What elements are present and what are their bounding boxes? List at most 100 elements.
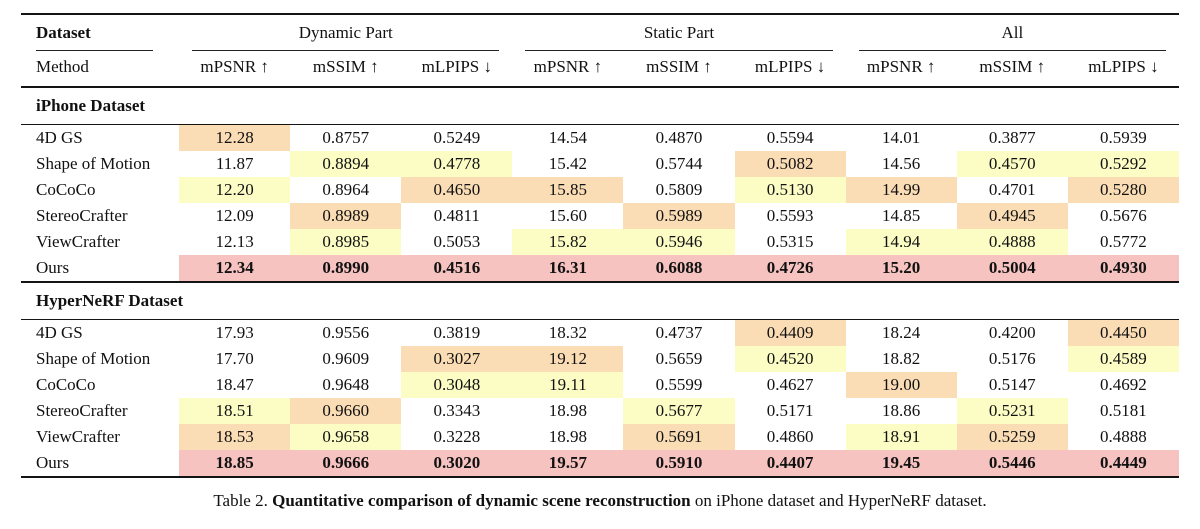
metric-value: 0.8989: [290, 203, 402, 229]
method-name: Ours: [21, 450, 180, 478]
metric-value: 12.34: [179, 255, 291, 283]
metric-value: 18.91: [845, 424, 957, 450]
metric-value: 0.4888: [956, 229, 1068, 255]
metric-value: 15.42: [548, 154, 588, 173]
metric-value: 19.00: [845, 372, 957, 398]
section-title-row: HyperNeRF Dataset: [21, 282, 1179, 320]
metric-value: 0.9658: [290, 424, 402, 450]
section-title-row: iPhone Dataset: [21, 87, 1179, 125]
metric-value: 0.3027: [401, 346, 513, 372]
method-name: 4D GS: [36, 323, 83, 342]
group-static-part: Static Part: [512, 14, 845, 51]
method-name: Shape of Motion: [36, 349, 151, 368]
metric-value: 0.4570: [956, 151, 1068, 177]
results-table: Dataset Dynamic Part Static Part All Met…: [21, 13, 1179, 478]
table-row: ViewCrafter 12.13 0.8985 0.5053 15.82 0.5946 0…: [21, 229, 1179, 255]
metric-value: 0.4627: [766, 375, 814, 394]
metric-value: 0.5292: [1067, 151, 1179, 177]
metric-value: 17.70: [215, 349, 254, 368]
metric-value: 18.98: [548, 401, 588, 420]
metric-value: 0.5181: [1100, 401, 1147, 420]
metric-value: 0.5004: [956, 255, 1068, 283]
metric-value: 11.87: [215, 154, 254, 173]
metric-header-row: Method mPSNR ↑ mSSIM ↑ mLPIPS ↓ mPSNR ↑ mSSI…: [21, 51, 1179, 88]
group-label: All: [1001, 23, 1024, 42]
metric-value: 18.32: [548, 323, 588, 342]
metric-value: 14.01: [882, 128, 921, 147]
metric-value: 12.20: [179, 177, 291, 203]
metric-header: mLPIPS ↓: [401, 51, 513, 88]
table-row: Ours 12.34 0.8990 0.4516 16.31 0.6088 0.4726 15…: [21, 255, 1179, 283]
metric-value: 0.3343: [433, 401, 481, 420]
metric-value: 12.13: [215, 232, 254, 251]
table-row: CoCoCo 12.20 0.8964 0.4650 15.85 0.5809 0.5130…: [21, 177, 1179, 203]
metric-value: 19.12: [512, 346, 624, 372]
metric-value: 0.5082: [734, 151, 846, 177]
method-name: CoCoCo: [36, 375, 96, 394]
group-all: All: [846, 14, 1179, 51]
metric-value: 0.5946: [623, 229, 735, 255]
group-label: Static Part: [643, 23, 715, 42]
table-row: StereoCrafter 18.51 0.9660 0.3343 18.98 0.567…: [21, 398, 1179, 424]
metric-value: 17.93: [215, 323, 254, 342]
metric-value: 0.6088: [623, 255, 735, 283]
metric-value: 14.54: [548, 128, 588, 147]
metric-value: 18.24: [882, 323, 921, 342]
metric-value: 0.4589: [1067, 346, 1179, 372]
metric-value: 0.4778: [401, 151, 513, 177]
metric-value: 14.94: [845, 229, 957, 255]
metric-value: 0.5176: [988, 349, 1036, 368]
caption-prefix: Table 2.: [213, 491, 273, 510]
metric-header: mPSNR ↑: [512, 51, 624, 88]
metric-header: mSSIM ↑: [290, 51, 402, 88]
metric-value: 0.5249: [433, 128, 481, 147]
metric-value: 16.31: [512, 255, 624, 283]
metric-value: 0.3228: [433, 427, 481, 446]
metric-value: 0.8964: [322, 180, 370, 199]
metric-value: 0.3819: [433, 323, 481, 342]
metric-value: 0.5446: [956, 450, 1068, 478]
caption-bold: Quantitative comparison of dynamic scene…: [272, 491, 691, 510]
metric-header: mSSIM ↑: [956, 51, 1068, 88]
metric-value: 14.99: [845, 177, 957, 203]
metric-value: 0.5677: [623, 398, 735, 424]
metric-value: 0.9648: [322, 375, 370, 394]
metric-value: 19.45: [845, 450, 957, 478]
dataset-header-cell: Dataset: [21, 14, 179, 51]
metric-value: 0.8990: [290, 255, 402, 283]
metric-value: 15.85: [512, 177, 624, 203]
metric-value: 0.4650: [401, 177, 513, 203]
metric-value: 0.4409: [734, 319, 846, 346]
metric-value: 14.56: [882, 154, 921, 173]
metric-value: 0.4516: [401, 255, 513, 283]
metric-value: 0.5231: [956, 398, 1068, 424]
table-row: Shape of Motion 11.87 0.8894 0.4778 15.42 0.5…: [21, 151, 1179, 177]
metric-value: 0.5130: [734, 177, 846, 203]
method-name: StereoCrafter: [36, 206, 128, 225]
metric-value: 15.60: [548, 206, 588, 225]
method-name: Ours: [21, 255, 180, 283]
metric-value: 0.5593: [766, 206, 814, 225]
metric-value: 0.5280: [1067, 177, 1179, 203]
metric-value: 0.5676: [1100, 206, 1147, 225]
metric-value: 0.5594: [766, 128, 814, 147]
metric-value: 0.4407: [734, 450, 846, 478]
table-row: 4D GS 17.93 0.9556 0.3819 18.32 0.4737 0.4409 1…: [21, 319, 1179, 346]
metric-value: 0.4520: [734, 346, 846, 372]
metric-header: mPSNR ↑: [179, 51, 291, 88]
method-header: Method: [21, 51, 180, 88]
metric-value: 0.5939: [1100, 128, 1147, 147]
table-row: Ours 18.85 0.9666 0.3020 19.57 0.5910 0.4407 19…: [21, 450, 1179, 478]
method-name: StereoCrafter: [36, 401, 128, 420]
metric-value: 14.85: [882, 206, 921, 225]
metric-value: 0.8985: [290, 229, 402, 255]
metric-header: mLPIPS ↓: [734, 51, 846, 88]
metric-value: 0.5691: [623, 424, 735, 450]
metric-value: 0.3020: [401, 450, 513, 478]
metric-value: 0.4930: [1067, 255, 1179, 283]
metric-header: mLPIPS ↓: [1067, 51, 1179, 88]
table-row: 4D GS 12.28 0.8757 0.5249 14.54 0.4870 0.5594 1…: [21, 124, 1179, 151]
metric-value: 18.86: [882, 401, 921, 420]
metric-value: 0.9660: [290, 398, 402, 424]
metric-value: 0.4737: [655, 323, 703, 342]
